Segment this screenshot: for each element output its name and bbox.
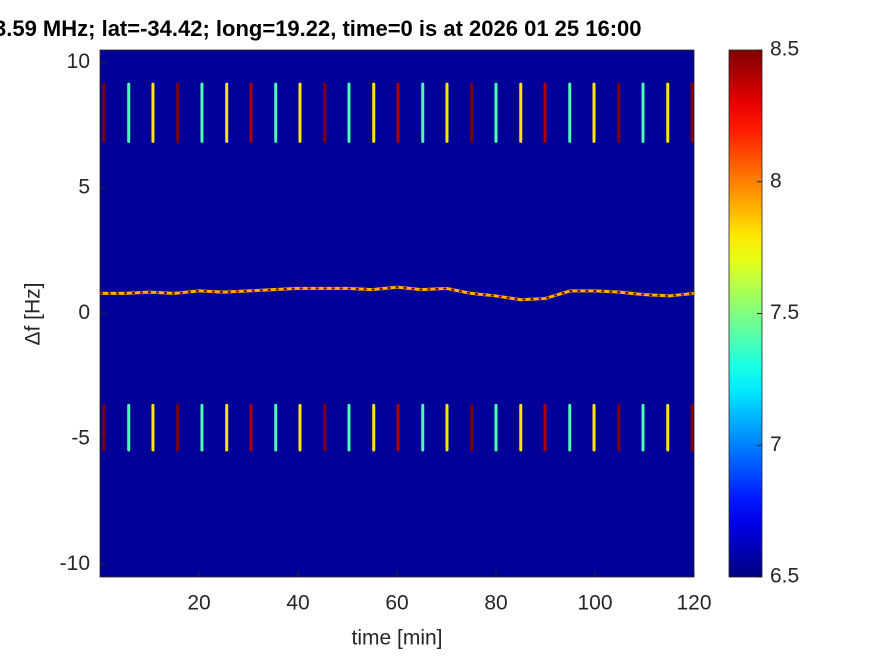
spike	[592, 403, 596, 452]
spike	[102, 82, 106, 143]
y-tick-label: 5	[78, 176, 90, 199]
spike	[445, 403, 449, 452]
y-tick-label: 10	[67, 50, 90, 73]
x-tick-label: 40	[286, 592, 309, 615]
colorbar	[728, 49, 763, 578]
spike	[200, 82, 204, 143]
x-tick-label: 120	[676, 592, 711, 615]
spike	[690, 82, 694, 143]
spike	[151, 82, 155, 143]
spike	[470, 403, 474, 452]
y-tick-label: -5	[71, 427, 90, 450]
spike	[323, 403, 327, 452]
spike	[592, 82, 596, 143]
colorbar-tick-label: 8	[770, 169, 782, 192]
spike	[494, 403, 498, 452]
y-tick-label: 0	[78, 301, 90, 324]
spike	[568, 82, 572, 143]
spike	[347, 403, 351, 452]
spike	[372, 82, 376, 143]
spike	[519, 82, 523, 143]
spike	[225, 403, 229, 452]
spike	[274, 82, 278, 143]
spike	[421, 403, 425, 452]
spike	[396, 82, 400, 143]
spike	[200, 403, 204, 452]
spike	[568, 403, 572, 452]
x-tick-label: 100	[577, 592, 612, 615]
spike	[372, 403, 376, 452]
spike	[249, 82, 253, 143]
spike	[274, 403, 278, 452]
spike	[127, 403, 131, 452]
spike	[494, 82, 498, 143]
x-tick-label: 20	[187, 592, 210, 615]
spike	[127, 82, 131, 143]
spike	[617, 82, 621, 143]
spike	[249, 403, 253, 452]
colorbar-tick-label: 7	[770, 433, 782, 456]
spike	[641, 403, 645, 452]
spike	[470, 82, 474, 143]
spike	[151, 403, 155, 452]
spike	[666, 403, 670, 452]
spike	[543, 82, 547, 143]
colorbar-tick-label: 8.5	[770, 38, 799, 61]
spike	[298, 403, 302, 452]
x-tick-label: 60	[385, 592, 408, 615]
spike	[421, 82, 425, 143]
x-tick-label: 80	[484, 592, 507, 615]
spike	[445, 82, 449, 143]
spike	[641, 82, 645, 143]
spike	[666, 82, 670, 143]
spike	[347, 82, 351, 143]
spike	[519, 403, 523, 452]
chart-title: 3.59 MHz; lat=-34.42; long=19.22, time=0…	[0, 16, 642, 41]
spike	[102, 403, 106, 452]
colorbar-tick-label: 6.5	[770, 565, 799, 588]
spike	[543, 403, 547, 452]
spike	[176, 82, 180, 143]
spike	[176, 403, 180, 452]
y-axis-label: Δf [Hz]	[22, 282, 45, 345]
spike	[298, 82, 302, 143]
carrier-trace	[100, 286, 695, 301]
y-tick-label: -10	[60, 552, 90, 575]
spike	[690, 403, 694, 452]
spike	[225, 82, 229, 143]
spike	[617, 403, 621, 452]
colorbar-tick-label: 7.5	[770, 301, 799, 324]
spike	[396, 403, 400, 452]
x-axis-label: time [min]	[351, 627, 442, 650]
spike	[323, 82, 327, 143]
